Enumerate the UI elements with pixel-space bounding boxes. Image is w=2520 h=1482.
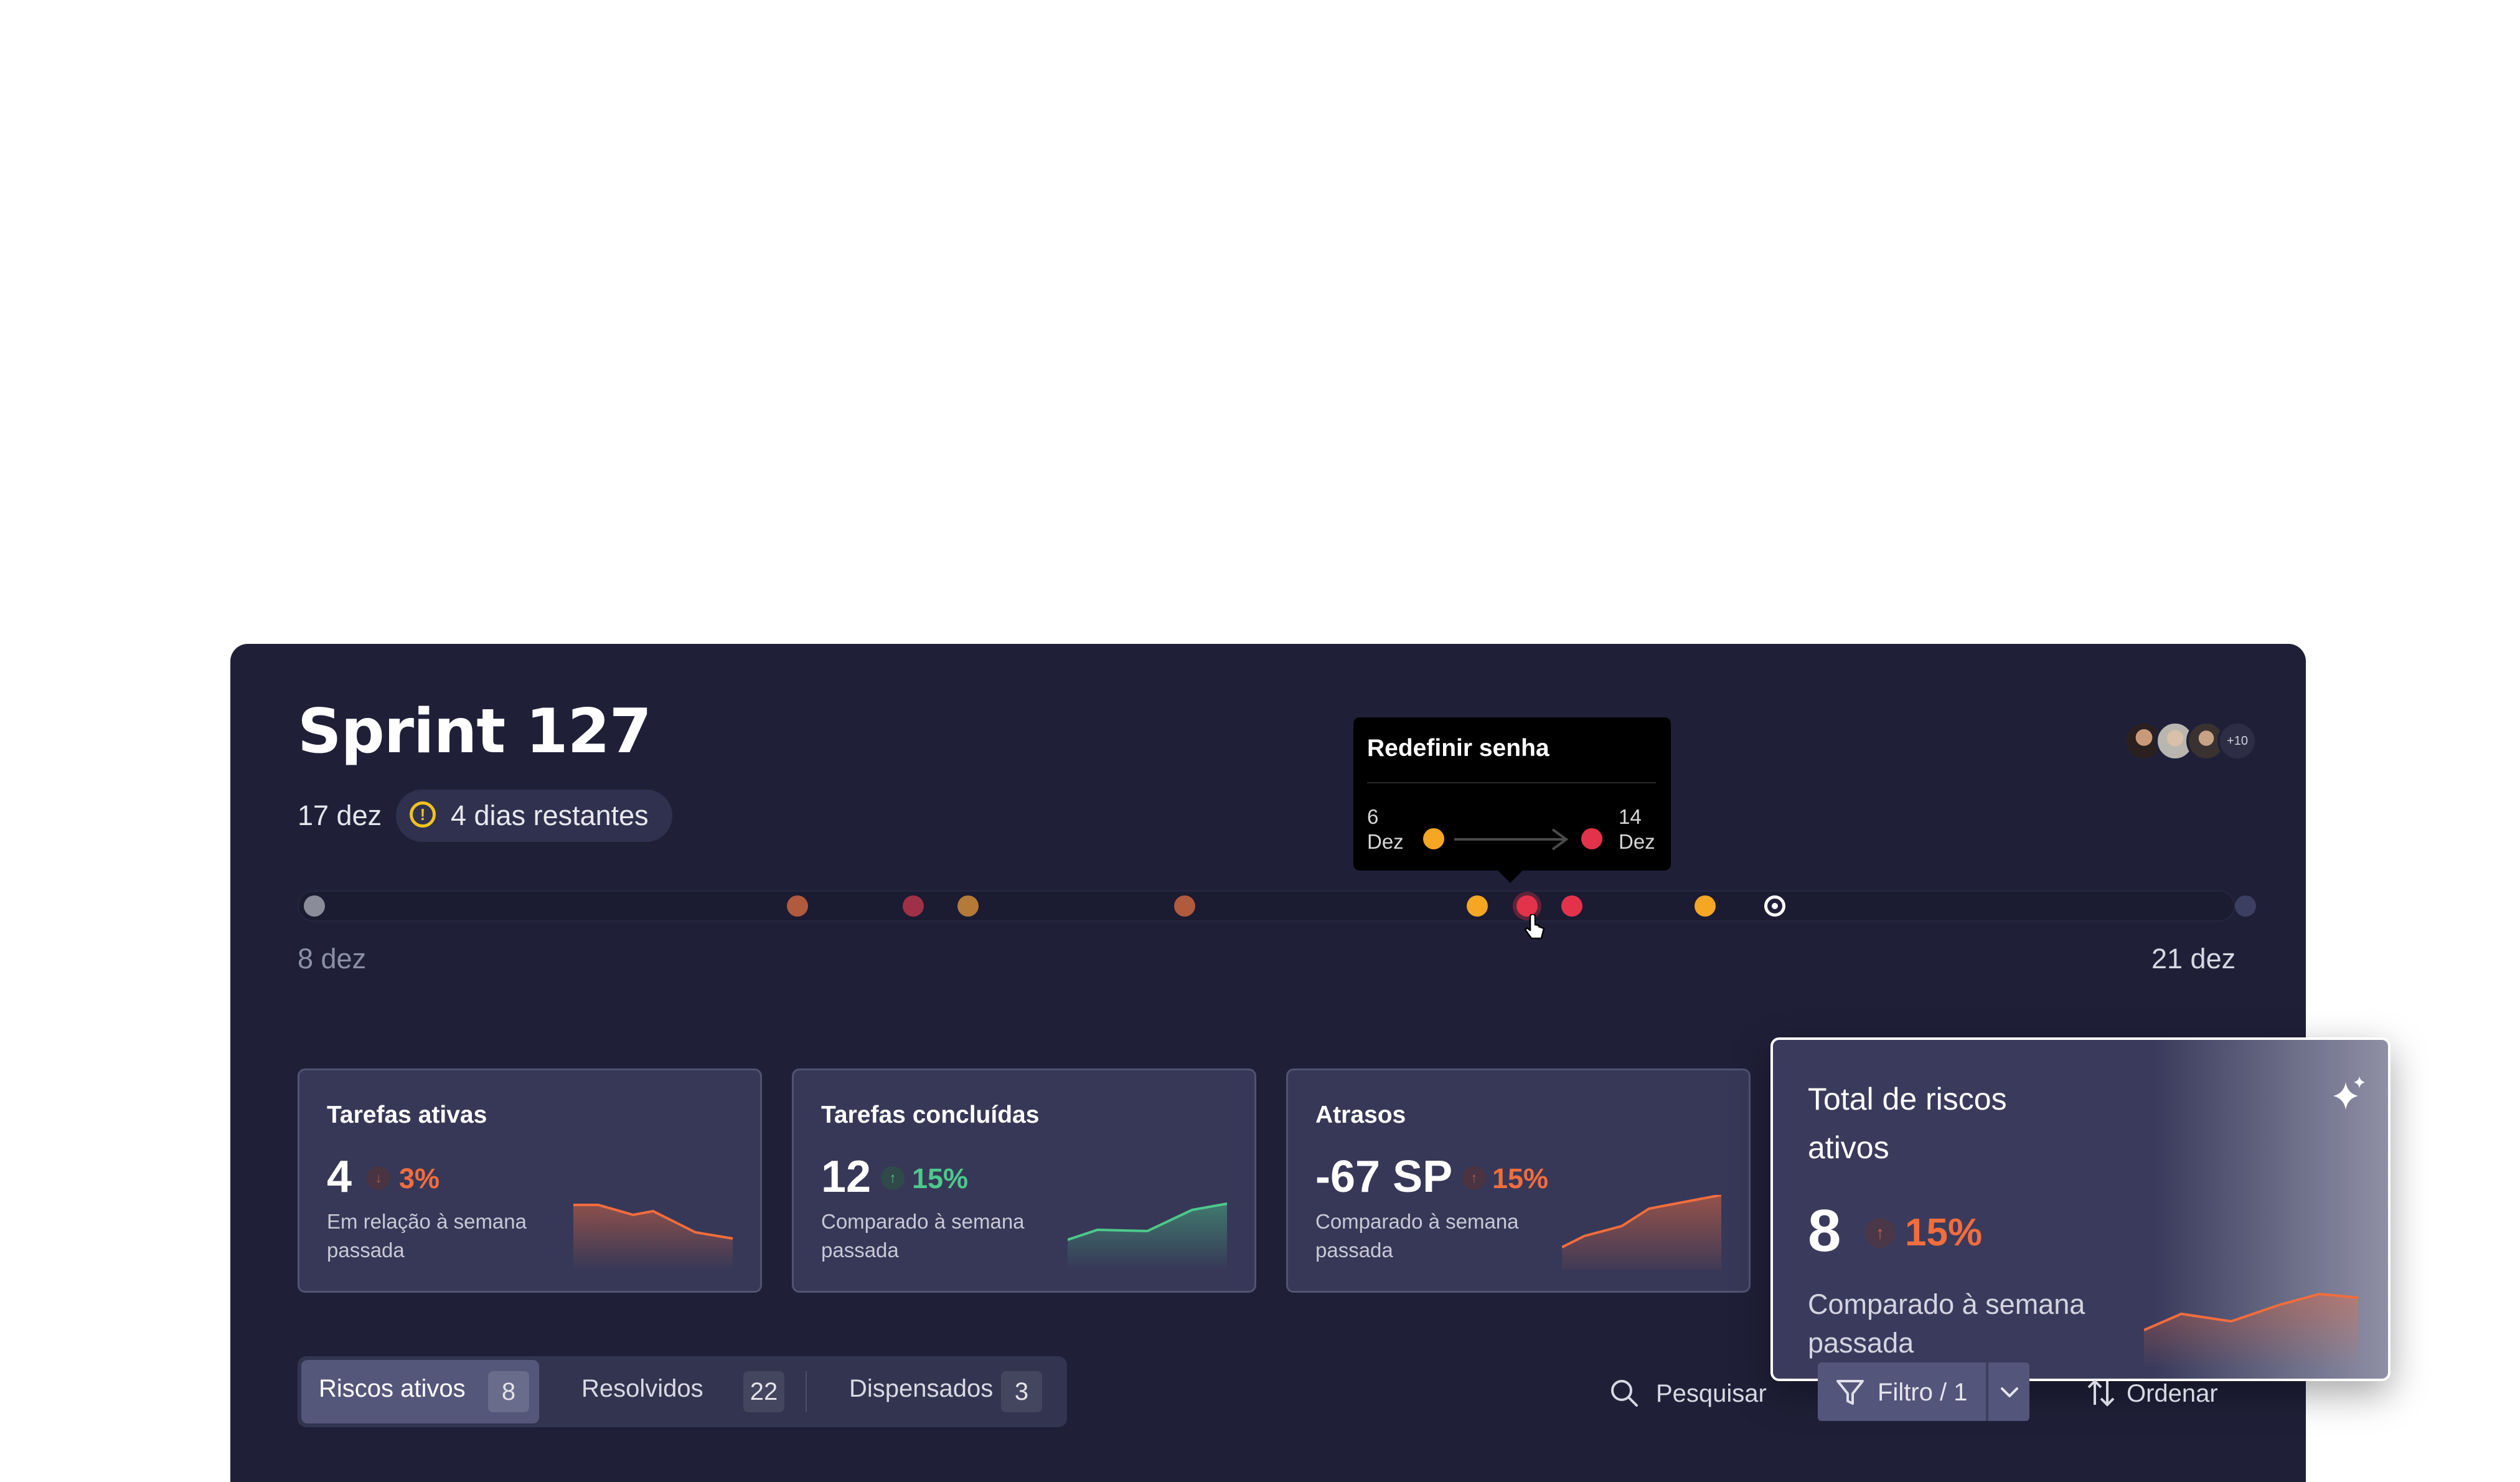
timeline-marker[interactable] [1174,895,1195,917]
timeline-start-label: 8 dez [298,943,367,975]
card-percentage: 3% [399,1163,440,1194]
metric-card-delays[interactable]: Atrasos -67 SP ↑ 15% Comparado à semana … [1286,1069,1751,1293]
sparkline-chart [1068,1202,1228,1270]
card-value: 12 [821,1152,872,1202]
card-subtitle: Em relação à semana passada [327,1210,527,1262]
search-icon [1611,1380,1638,1407]
filter-button[interactable]: Filtro / 1 [1818,1362,2029,1421]
card-subtitle: Comparado à semana passada [1808,1288,2085,1359]
card-title: Atrasos [1315,1102,1406,1128]
remaining-days-badge [396,790,672,842]
card-subtitle: Comparado à semana passada [1315,1210,1519,1262]
tab-label: Riscos ativos [319,1375,466,1402]
tooltip-end-dot [1581,828,1602,849]
timeline-today-marker[interactable] [1764,895,1785,917]
tab-count: 22 [743,1371,784,1412]
tooltip-start-day: 6 [1367,805,1379,828]
timeline-track [298,890,2235,922]
tooltip-end-day: 14 [1619,805,1642,828]
tab-count: 3 [1001,1371,1042,1412]
tooltip-end-date: 14 Dez [1619,805,1655,854]
metric-card-active-tasks[interactable]: Tarefas ativas 4 ↓ 3% Em relação à seman… [298,1069,762,1293]
tooltip-start-month: Dez [1367,830,1404,853]
tab-resolved[interactable]: Resolvidos 22 [547,1360,796,1423]
task-tooltip [1353,717,1671,871]
timeline-marker-selected[interactable] [1516,895,1538,917]
filter-divider [1986,1362,1988,1421]
sprint-date: 17 dez [298,800,382,831]
filter-label: Filtro / 1 [1878,1379,1968,1406]
card-title: Tarefas concluídas [821,1102,1040,1128]
timeline-marker[interactable] [304,895,325,917]
timeline-marker[interactable] [1561,895,1582,917]
card-subtitle: Comparado à semana passada [821,1210,1025,1262]
search-button[interactable]: Pesquisar [1610,1370,1772,1415]
arrow-up-icon: ↑ [1865,1218,1895,1248]
card-percentage: 15% [1905,1211,1983,1254]
risk-tabs: Riscos ativos 8 Resolvidos 22 Dispensado… [298,1356,1067,1427]
tooltip-title: Redefinir senha [1367,735,1549,762]
sparkle-icon[interactable] [2331,1075,2368,1112]
tooltip-divider [1367,782,1656,783]
timeline-end-label: 21 dez [2151,943,2236,975]
arrow-down-icon: ↓ [367,1166,390,1190]
arrow-right-icon [1454,828,1569,851]
metric-card-completed-tasks[interactable]: Tarefas concluídas 12 ↑ 15% Comparado à … [792,1069,1256,1293]
sort-label: Ordenar [2127,1380,2218,1407]
tooltip-end-month: Dez [1619,830,1655,853]
timeline-marker[interactable] [2235,895,2256,917]
tooltip-start-date: 6 Dez [1367,805,1404,854]
timeline-marker[interactable] [957,895,979,917]
filter-icon [1836,1380,1864,1405]
search-label: Pesquisar [1656,1380,1767,1407]
tab-dismissed[interactable]: Dispensados 3 [814,1360,1063,1423]
sort-button[interactable]: Ordenar [2085,1370,2235,1415]
remaining-days-label: 4 dias restantes [451,800,649,831]
tooltip-start-dot [1423,828,1444,849]
avatar-more[interactable]: +10 [2217,721,2257,761]
card-percentage: 15% [912,1163,969,1194]
timeline-marker[interactable] [787,895,808,917]
tab-divider [806,1371,807,1412]
timeline-marker[interactable] [1695,895,1716,917]
warning-icon: ! [410,801,436,828]
arrow-up-icon: ↑ [1462,1166,1486,1190]
page-title: Sprint 127 [298,696,652,767]
sparkline-chart [2144,1292,2359,1367]
timeline-marker[interactable] [1467,895,1488,917]
card-title: Total de riscos ativos [1808,1082,2007,1165]
card-title: Tarefas ativas [327,1102,487,1128]
tab-count: 8 [488,1371,529,1412]
tab-label: Resolvidos [581,1375,703,1402]
sparkline-chart [573,1204,733,1270]
card-value: 8 [1808,1197,1841,1264]
sparkline-chart [1562,1195,1722,1270]
arrow-up-icon: ↑ [881,1166,905,1190]
total-risks-card[interactable]: Total de riscos ativos 8 ↑ 15% Comparado… [1770,1037,2391,1381]
card-value: 4 [327,1152,352,1202]
chevron-down-icon[interactable] [1998,1381,2021,1404]
card-percentage: 15% [1492,1163,1549,1194]
tab-label: Dispensados [849,1375,994,1402]
timeline-marker[interactable] [903,895,924,917]
sort-icon [2087,1379,2115,1407]
pointer-cursor-icon [1524,914,1545,940]
tab-active-risks[interactable]: Riscos ativos 8 [301,1360,539,1423]
tooltip-arrow [1497,869,1524,883]
card-value: -67 SP [1315,1152,1453,1202]
